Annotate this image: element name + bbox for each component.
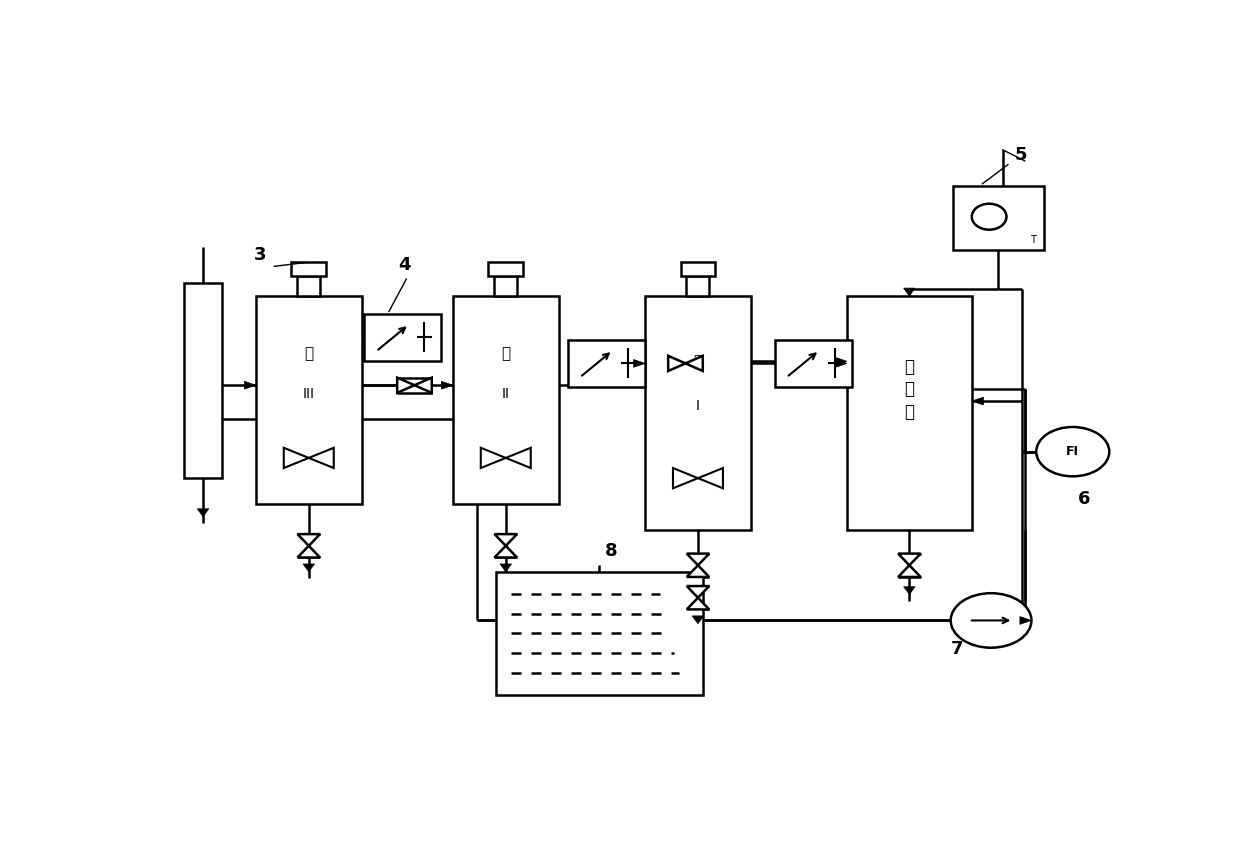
Bar	[453, 296, 558, 503]
Polygon shape	[500, 564, 512, 572]
Text: 6: 6	[1078, 490, 1090, 507]
Text: T: T	[1030, 234, 1035, 244]
Polygon shape	[687, 598, 709, 609]
Polygon shape	[298, 534, 320, 545]
Polygon shape	[1019, 616, 1032, 625]
Text: 釜: 釜	[693, 354, 703, 369]
Polygon shape	[414, 378, 432, 393]
Bar	[687, 277, 709, 296]
Polygon shape	[303, 564, 315, 572]
Text: 釜: 釜	[501, 346, 511, 362]
Bar	[489, 262, 523, 277]
Bar	[952, 185, 1044, 250]
Polygon shape	[898, 554, 920, 566]
Bar	[291, 262, 326, 277]
Text: FI: FI	[1066, 445, 1079, 459]
Bar	[775, 340, 852, 387]
Polygon shape	[298, 545, 320, 557]
Circle shape	[951, 593, 1032, 647]
Bar	[255, 296, 362, 503]
Text: I: I	[696, 399, 699, 413]
Polygon shape	[634, 359, 645, 368]
Bar	[681, 262, 715, 277]
Polygon shape	[972, 397, 983, 405]
Polygon shape	[481, 448, 506, 468]
Polygon shape	[698, 468, 723, 488]
Polygon shape	[244, 381, 255, 389]
Polygon shape	[687, 586, 709, 598]
Text: 7: 7	[951, 640, 963, 658]
Text: III: III	[303, 387, 315, 400]
Bar	[645, 296, 751, 529]
Polygon shape	[836, 359, 847, 368]
Polygon shape	[197, 509, 208, 517]
Polygon shape	[692, 616, 704, 624]
Text: 5: 5	[1016, 146, 1028, 164]
Text: 4: 4	[398, 256, 410, 274]
Polygon shape	[495, 545, 517, 557]
Text: II: II	[502, 387, 510, 400]
Polygon shape	[441, 381, 453, 389]
Polygon shape	[904, 587, 915, 594]
Text: 测
温
槽: 测 温 槽	[904, 358, 914, 421]
Bar	[495, 277, 517, 296]
Polygon shape	[506, 448, 531, 468]
Text: 3: 3	[254, 246, 267, 264]
Polygon shape	[836, 357, 847, 365]
Polygon shape	[668, 356, 686, 371]
Polygon shape	[284, 448, 309, 468]
Polygon shape	[686, 356, 703, 371]
Text: 釜: 釜	[304, 346, 314, 362]
Bar	[568, 340, 645, 387]
Polygon shape	[904, 288, 915, 296]
Bar	[184, 283, 222, 478]
Polygon shape	[397, 378, 414, 393]
Polygon shape	[898, 566, 920, 577]
Bar	[365, 314, 441, 361]
Bar	[496, 572, 703, 695]
Polygon shape	[687, 554, 709, 566]
Circle shape	[1037, 427, 1110, 476]
Polygon shape	[495, 534, 517, 545]
Polygon shape	[687, 566, 709, 577]
Bar	[847, 296, 972, 529]
Polygon shape	[309, 448, 334, 468]
Text: 8: 8	[605, 541, 618, 560]
Bar	[298, 277, 320, 296]
Polygon shape	[673, 468, 698, 488]
Ellipse shape	[972, 204, 1007, 229]
